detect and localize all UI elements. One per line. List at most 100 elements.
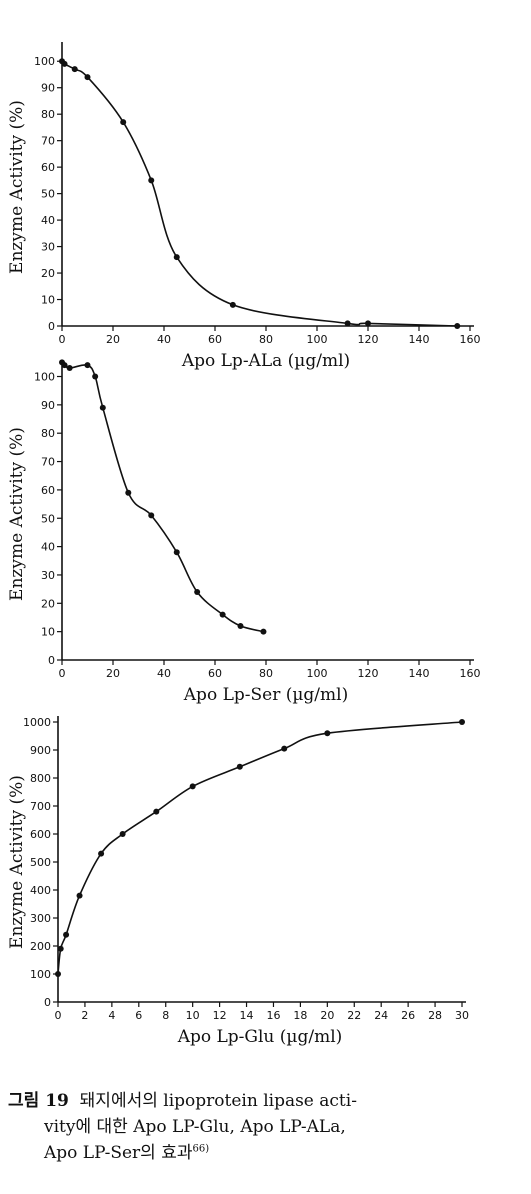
caption-text-1: 돼지에서의 lipoprotein lipase acti- — [79, 1091, 357, 1111]
y-tick-label: 600 — [30, 828, 51, 841]
caption-reference: 66) — [192, 1143, 210, 1155]
x-tick-label: 28 — [428, 1009, 442, 1022]
caption-label: 그림 19 — [8, 1091, 69, 1111]
x-axis-label: Apo Lp-Glu (µg/ml) — [177, 1027, 343, 1047]
x-tick-label: 16 — [266, 1009, 280, 1022]
data-point — [219, 611, 226, 618]
data-point — [153, 808, 160, 815]
series-line — [57, 721, 463, 975]
y-tick-label: 70 — [41, 135, 55, 148]
caption-text-2: vity에 대한 Apo LP-Glu, Apo LP-ALa, — [44, 1117, 346, 1137]
x-tick-label: 4 — [108, 1009, 115, 1022]
data-point — [84, 74, 91, 81]
y-tick-label: 70 — [41, 456, 55, 469]
data-point — [260, 628, 267, 635]
data-point — [99, 404, 106, 411]
x-tick-label: 140 — [409, 667, 430, 680]
x-tick-label: 20 — [106, 333, 120, 346]
data-point — [237, 622, 244, 629]
y-tick-label: 20 — [41, 267, 55, 280]
y-tick-label: 300 — [30, 912, 51, 925]
y-tick-label: 50 — [41, 512, 55, 525]
y-tick-label: 20 — [41, 597, 55, 610]
y-tick-label: 90 — [41, 82, 55, 95]
x-axis-label: Apo Lp-ALa (µg/ml) — [181, 351, 350, 371]
x-tick-label: 0 — [59, 667, 66, 680]
data-point — [365, 320, 371, 327]
x-tick-label: 100 — [307, 333, 328, 346]
data-point — [76, 892, 83, 899]
x-tick-label: 6 — [135, 1009, 142, 1022]
data-point — [344, 320, 351, 327]
x-tick-label: 40 — [157, 667, 171, 680]
x-tick-label: 60 — [208, 667, 222, 680]
x-tick-label: 14 — [240, 1009, 254, 1022]
y-tick-label: 0 — [48, 320, 55, 333]
x-tick-label: 26 — [401, 1009, 415, 1022]
y-tick-label: 10 — [41, 626, 55, 639]
series-line — [61, 60, 458, 327]
x-tick-label: 24 — [374, 1009, 388, 1022]
x-tick-label: 60 — [208, 333, 222, 346]
data-point — [454, 323, 461, 329]
data-point — [173, 549, 180, 556]
data-point — [66, 365, 73, 371]
data-point — [98, 850, 105, 857]
chart-3: 0 2 4 6 8 10 12 14 16 18 20 22 24 26 28 300100200300400… — [7, 716, 469, 1047]
caption-line-3: Apo LP-Ser의 효과66) — [8, 1140, 523, 1166]
data-point — [125, 489, 132, 496]
y-axis-label: Enzyme Activity (%) — [7, 100, 27, 274]
x-tick-label: 160 — [460, 333, 481, 346]
x-tick-label: 120 — [358, 333, 379, 346]
y-tick-label: 30 — [41, 241, 55, 254]
y-tick-label: 0 — [48, 654, 55, 667]
x-tick-label: 0 — [59, 333, 66, 346]
y-tick-label: 90 — [41, 399, 55, 412]
x-tick-label: 2 — [81, 1009, 88, 1022]
data-point — [148, 177, 155, 184]
y-tick-label: 100 — [30, 968, 51, 981]
y-tick-label: 0 — [44, 996, 51, 1009]
data-point — [459, 719, 465, 725]
x-axis-label: Apo Lp-Ser (µg/ml) — [183, 685, 348, 705]
x-tick-label: 12 — [213, 1009, 227, 1022]
y-tick-label: 1000 — [23, 716, 51, 729]
chart-2: 0 20 40 60 80 100 120 140 160 0 10 20 30 40 50 60 70 80 90… — [7, 359, 481, 705]
data-point — [236, 763, 243, 770]
data-point — [84, 362, 91, 369]
y-tick-label: 60 — [41, 484, 55, 497]
data-point — [148, 512, 155, 519]
y-tick-label: 900 — [30, 744, 51, 757]
data-point — [55, 971, 61, 977]
data-point — [173, 254, 180, 261]
caption-line-1: 그림 19 돼지에서의 lipoprotein lipase acti- — [8, 1088, 523, 1114]
data-point — [324, 730, 331, 737]
y-tick-label: 80 — [41, 427, 55, 440]
y-tick-label: 100 — [34, 371, 55, 384]
x-tick-label: 120 — [358, 667, 379, 680]
x-tick-label: 80 — [259, 333, 273, 346]
x-tick-label: 80 — [259, 667, 273, 680]
x-tick-label: 160 — [460, 667, 481, 680]
data-point — [189, 783, 196, 790]
y-tick-label: 40 — [41, 214, 55, 227]
x-tick-label: 30 — [455, 1009, 469, 1022]
caption-text-3: Apo LP-Ser의 효과 — [44, 1143, 193, 1163]
x-tick-label: 40 — [157, 333, 171, 346]
x-tick-label: 20 — [106, 667, 120, 680]
y-tick-label: 500 — [30, 856, 51, 869]
chart-1: 0 20 40 60 80 100 120 140 160 0 10 20 30 40 50 60 70 80 90… — [7, 42, 481, 371]
y-tick-label: 50 — [41, 188, 55, 201]
data-point — [120, 119, 127, 126]
y-tick-label: 100 — [34, 55, 55, 68]
x-tick-label: 8 — [162, 1009, 169, 1022]
series-line — [61, 361, 264, 633]
data-point — [92, 373, 99, 380]
y-axis-label: Enzyme Activity (%) — [7, 427, 27, 601]
x-tick-label: 10 — [186, 1009, 200, 1022]
x-tick-label: 100 — [307, 667, 328, 680]
data-point — [61, 60, 68, 67]
y-tick-label: 80 — [41, 108, 55, 121]
x-tick-label: 140 — [409, 333, 430, 346]
data-point — [71, 66, 78, 73]
